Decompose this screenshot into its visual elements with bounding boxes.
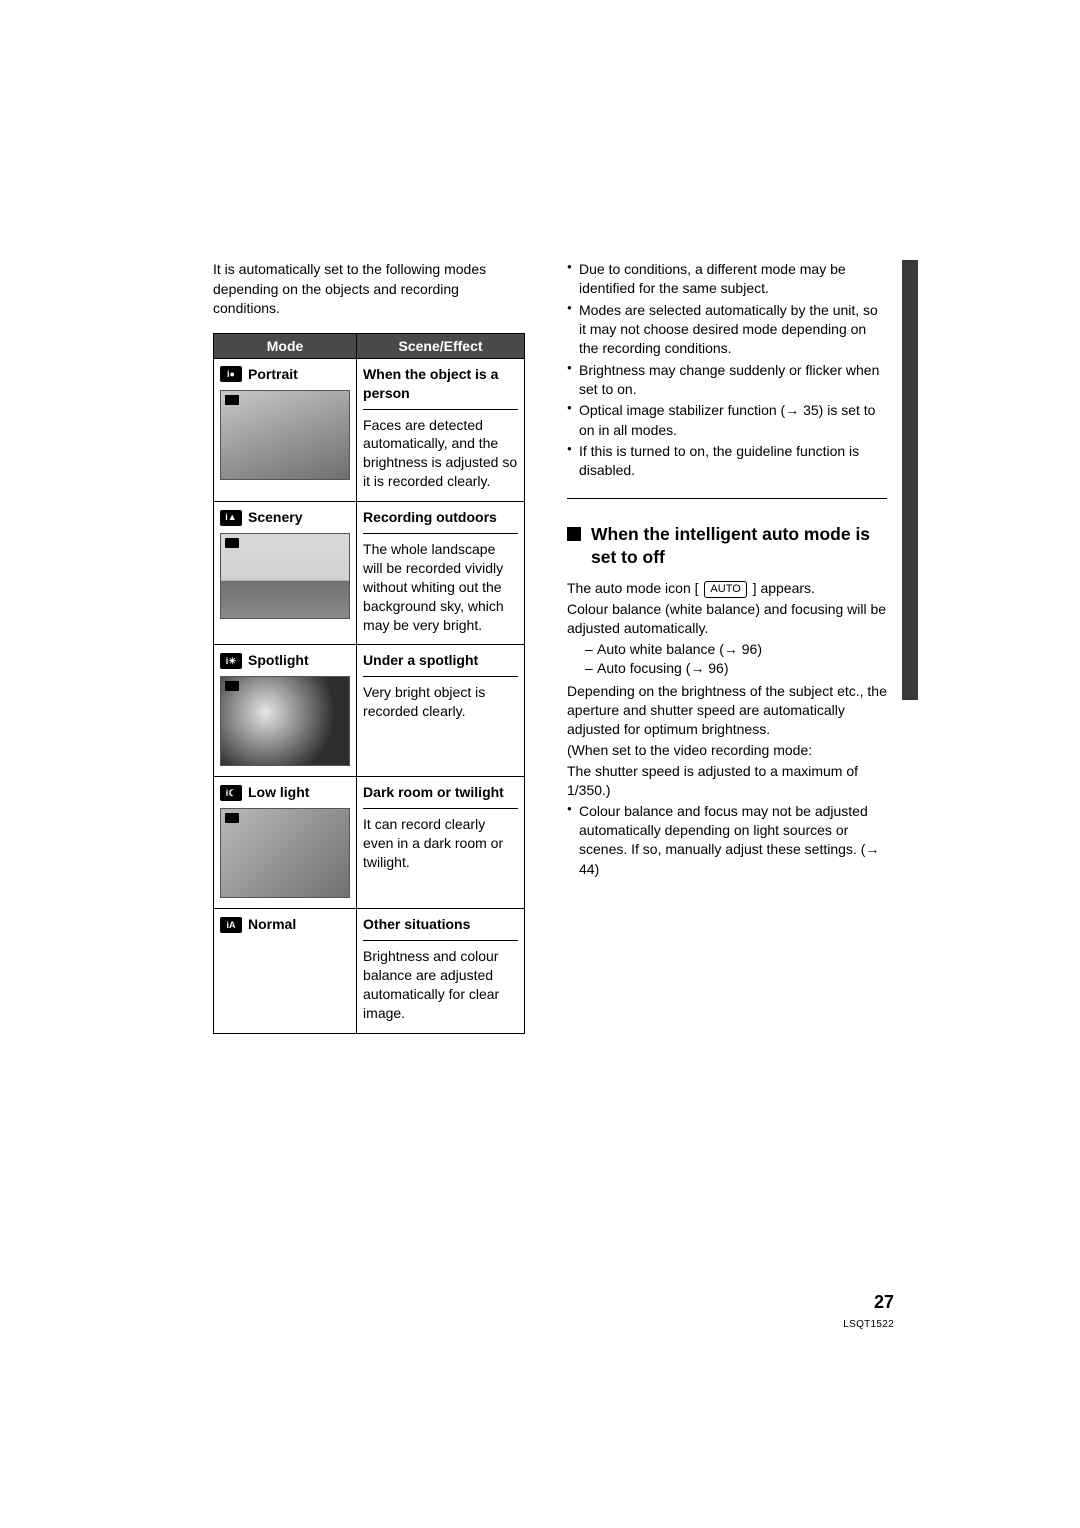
scene-title: Recording outdoors — [363, 508, 518, 527]
mode-label: Portrait — [248, 365, 298, 384]
mode-cell: i● Portrait — [214, 358, 357, 501]
scene-body: Brightness and colour balance are adjust… — [363, 948, 499, 1021]
right-column: Due to conditions, a different mode may … — [567, 260, 887, 1034]
scene-title: Under a spotlight — [363, 651, 518, 670]
scene-cell: Recording outdoors The whole landscape wi… — [357, 502, 525, 645]
auto-badge-icon: AUTO — [704, 581, 746, 598]
mode-header: Mode — [214, 333, 357, 358]
side-tab — [902, 260, 918, 700]
mode-icon: i▲ — [220, 510, 242, 526]
manual-page: It is automatically set to the following… — [0, 0, 1080, 1528]
scene-title: When the object is a person — [363, 365, 518, 403]
scene-body: Very bright object is recorded clearly. — [363, 684, 485, 719]
dash-item: Auto white balance (→ 96) — [585, 640, 887, 659]
scene-title: Dark room or twilight — [363, 783, 518, 802]
section-title: When the intelligent auto mode is set to… — [591, 523, 887, 569]
table-row: i● Portrait When the object is a person Fac… — [214, 358, 525, 501]
page-number: 27 — [874, 1292, 894, 1313]
note-item: Brightness may change suddenly or flicke… — [567, 361, 887, 400]
after-bullet-list: Colour balance and focus may not be adju… — [567, 802, 887, 879]
note-item: Due to conditions, a different mode may … — [567, 260, 887, 299]
scene-title: Other situations — [363, 915, 518, 934]
divider — [363, 409, 518, 410]
mode-name: i☾ Low light — [220, 783, 350, 802]
mode-name: i▲ Scenery — [220, 508, 350, 527]
left-column: It is automatically set to the following… — [213, 260, 525, 1034]
mode-cell: i▲ Scenery — [214, 502, 357, 645]
mode-name: i● Portrait — [220, 365, 350, 384]
table-row: i▲ Scenery Recording outdoors The whole lan… — [214, 502, 525, 645]
mode-thumbnail — [220, 533, 350, 619]
mode-icon: i☾ — [220, 785, 242, 801]
table-row: i☀ Spotlight Under a spotlight Very bright … — [214, 645, 525, 777]
scene-cell: Under a spotlight Very bright object is r… — [357, 645, 525, 777]
mode-cell: iA Normal — [214, 909, 357, 1033]
scene-body: Faces are detected automatically, and th… — [363, 417, 517, 490]
two-column-layout: It is automatically set to the following… — [0, 260, 1080, 1034]
para-video-mode-a: (When set to the video recording mode: — [567, 741, 887, 760]
mode-cell: i☾ Low light — [214, 777, 357, 909]
intro-text: It is automatically set to the following… — [213, 260, 525, 319]
section-heading: When the intelligent auto mode is set to… — [567, 498, 887, 569]
after-bullet: Colour balance and focus may not be adju… — [567, 802, 887, 879]
notes-list: Due to conditions, a different mode may … — [567, 260, 887, 480]
mode-thumbnail — [220, 808, 350, 898]
mode-thumbnail — [220, 676, 350, 766]
mode-thumbnail — [220, 390, 350, 480]
scene-body: It can record clearly even in a dark roo… — [363, 816, 503, 870]
scene-cell: Other situations Brightness and colour ba… — [357, 909, 525, 1033]
dash-list: Auto white balance (→ 96)Auto focusing (… — [567, 640, 887, 679]
table-row: i☾ Low light Dark room or twilight It can r… — [214, 777, 525, 909]
para-video-mode-b: The shutter speed is adjusted to a maxim… — [567, 762, 887, 800]
mode-label: Normal — [248, 915, 296, 934]
auto-line-pre: The auto mode icon [ — [567, 580, 699, 596]
mode-name: iA Normal — [220, 915, 350, 934]
table-row: iA Normal Other situations Brightness and c… — [214, 909, 525, 1033]
para-aperture: Depending on the brightness of the subje… — [567, 682, 887, 739]
dash-item: Auto focusing (→ 96) — [585, 659, 887, 678]
scene-cell: Dark room or twilight It can record clear… — [357, 777, 525, 909]
mode-cell: i☀ Spotlight — [214, 645, 357, 777]
mode-icon: iA — [220, 917, 242, 933]
square-bullet-icon — [567, 527, 581, 541]
mode-name: i☀ Spotlight — [220, 651, 350, 670]
mode-label: Scenery — [248, 508, 302, 527]
note-item: Optical image stabilizer function (→ 35)… — [567, 401, 887, 440]
auto-line-post: ] appears. — [753, 580, 815, 596]
divider — [363, 940, 518, 941]
divider — [363, 676, 518, 677]
note-item: If this is turned to on, the guideline f… — [567, 442, 887, 481]
divider — [363, 533, 518, 534]
mode-label: Spotlight — [248, 651, 309, 670]
mode-icon: i☀ — [220, 653, 242, 669]
scene-cell: When the object is a person Faces are det… — [357, 358, 525, 501]
mode-label: Low light — [248, 783, 309, 802]
mode-table: Mode Scene/Effect i● Portrait When the obj… — [213, 333, 525, 1034]
para-colour-balance: Colour balance (white balance) and focus… — [567, 600, 887, 638]
divider — [363, 808, 518, 809]
scene-header: Scene/Effect — [357, 333, 525, 358]
scene-body: The whole landscape will be recorded viv… — [363, 541, 504, 633]
mode-icon: i● — [220, 366, 242, 382]
note-item: Modes are selected automatically by the … — [567, 301, 887, 359]
auto-icon-line: The auto mode icon [ AUTO ] appears. — [567, 579, 887, 598]
document-code: LSQT1522 — [843, 1319, 894, 1330]
